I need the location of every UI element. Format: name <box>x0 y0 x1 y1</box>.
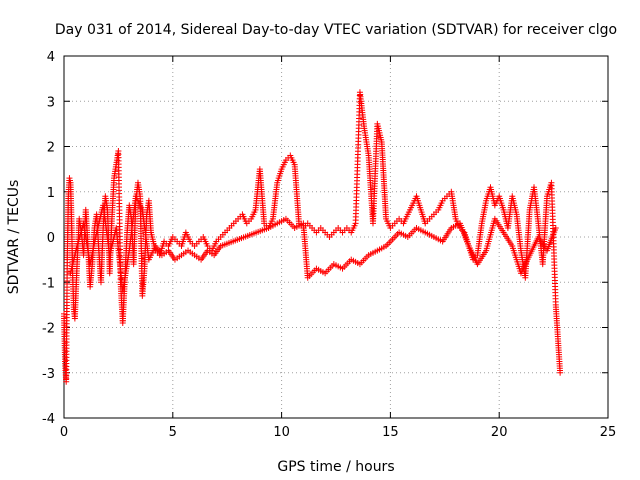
chart-grid <box>64 56 608 418</box>
y-tick-label: 1 <box>47 186 55 201</box>
y-tick-label: 3 <box>47 95 55 110</box>
y-tick-label: -2 <box>42 322 55 337</box>
y-tick-label: 2 <box>47 141 55 156</box>
x-axis-title: GPS time / hours <box>277 459 394 475</box>
x-tick-label: 5 <box>169 425 177 440</box>
x-tick-label: 20 <box>491 425 508 440</box>
y-axis-title: SDTVAR / TECUs <box>6 180 22 295</box>
y-tick-label: 0 <box>47 231 55 246</box>
axis-ticks: 0 5 10 15 20 25 -4 -3 -2 -1 0 1 2 3 4 <box>42 50 616 440</box>
chart-title: Day 031 of 2014, Sidereal Day-to-day VTE… <box>55 22 617 38</box>
y-tick-label: -3 <box>42 367 55 382</box>
data-point <box>557 369 564 376</box>
x-tick-label: 15 <box>382 425 399 440</box>
data-points <box>61 89 564 385</box>
y-tick-label: 4 <box>47 50 55 65</box>
y-tick-label: -1 <box>42 276 55 291</box>
x-tick-label: 10 <box>273 425 290 440</box>
x-tick-label: 25 <box>600 425 617 440</box>
y-tick-label: -4 <box>42 412 55 427</box>
x-tick-label: 0 <box>60 425 68 440</box>
data-point <box>552 224 559 231</box>
